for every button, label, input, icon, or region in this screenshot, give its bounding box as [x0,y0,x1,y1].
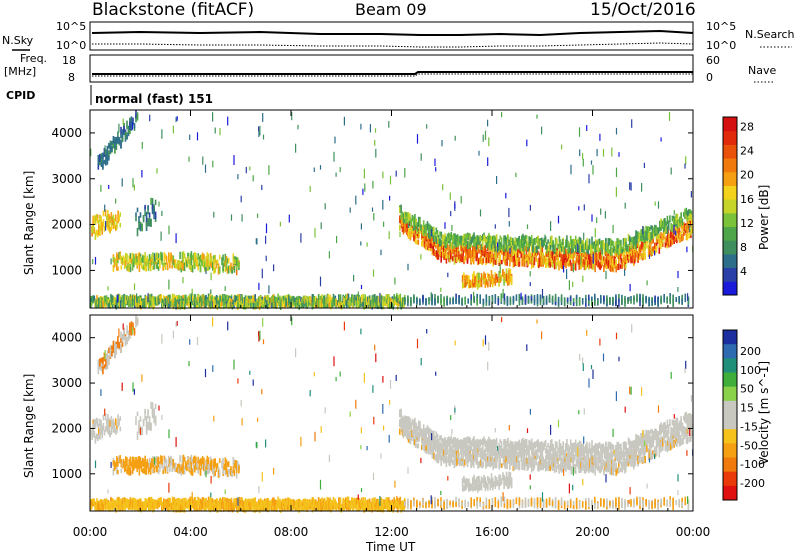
power-tick-label: 4 [740,265,747,278]
freq-tick-low: 8 [68,71,75,84]
range-axis-velocity: 1000 2000 3000 4000 [51,331,693,481]
time-tick-label: 08:00 [274,525,309,539]
noise-panel: N.Sky 10^5 10^0 10^5 10^0 N.Search [2,20,795,52]
power-tick-label: 20 [740,169,754,182]
power-color-step [723,240,737,255]
nave-label: Nave [748,64,776,77]
nsearch-tick-low: 10^0 [706,39,736,52]
velocity-color-step [723,344,737,359]
cpid-label: CPID [6,89,35,102]
power-color-step [723,185,737,200]
nave-line [92,73,693,77]
power-color-step [723,267,737,282]
nsky-line [91,29,694,37]
velocity-color-step [723,372,737,388]
nave-tick-high: 60 [706,54,720,67]
range-tick-label: 1000 [51,467,82,481]
velocity-tick-label: -100 [740,458,765,471]
power-tick-label: 28 [740,121,754,134]
power-color-step [723,130,737,145]
velocity-color-step [723,358,737,373]
power-scale-label: Power [dB] [757,185,771,250]
velocity-tick-label: -15 [740,420,758,433]
nsearch-label: N.Search [745,28,795,41]
velocity-tick-label: 200 [740,345,761,358]
nsky-tick-high: 10^5 [56,20,86,33]
power-color-step [723,171,737,186]
nave-tick-low: 0 [706,71,713,84]
range-tick-label: 2000 [51,421,82,435]
cpid-value: normal (fast) 151 [95,92,213,106]
range-label-power: Slant Range [km] [22,171,36,275]
range-label-velocity: Slant Range [km] [22,374,36,478]
velocity-tick-label: 50 [740,383,754,396]
velocity-color-step [723,429,737,444]
velocity-color-step [723,457,737,473]
velocity-color-step [723,485,737,501]
time-tick-label: 00:00 [676,525,711,539]
power-colorbar: 4 8 12 16 20 24 28 [722,116,754,296]
beam-title: Beam 09 [355,0,427,19]
time-tick-label: 04:00 [173,525,208,539]
velocity-tick-label: -200 [740,477,765,490]
velocity-color-step [723,443,737,458]
power-color-step [723,199,737,214]
velocity-tick-label: 100 [740,364,761,377]
power-color-step [723,212,737,228]
nsearch-line [92,42,694,48]
range-axis-power: 1000 2000 3000 4000 [51,126,693,277]
velocity-color-step [723,330,737,345]
nsky-tick-low: 10^0 [56,39,86,52]
freq-tick-high: 18 [62,54,76,67]
freq-label-1: Freq. [20,52,47,65]
freq-panel: Freq. [MHz] 18 8 60 0 Nave [4,52,776,84]
time-axis: 00:00 04:00 08:00 12:00 16:00 20:00 00:00 [73,110,711,539]
freq-line [92,71,693,75]
power-color-step [723,253,737,269]
time-tick-label: 16:00 [475,525,510,539]
velocity-tick-label: -50 [740,439,758,452]
range-tick-label: 3000 [51,376,82,390]
power-color-step [723,158,737,173]
range-tick-label: 2000 [51,218,82,232]
nsky-label: N.Sky [2,34,34,47]
time-tick-label: 00:00 [73,525,108,539]
velocity-panel [89,314,694,514]
power-color-step [723,281,737,296]
velocity-color-step [723,415,737,430]
power-color-step [723,144,737,159]
station-title: Blackstone (fitACF) [92,0,254,20]
range-tick-label: 1000 [51,263,82,277]
velocity-colorbar: 200 100 50 15 -15 -50 -100 -200 [722,329,765,501]
range-tick-label: 4000 [51,126,82,140]
power-color-step [723,226,737,241]
nsearch-tick-high: 10^5 [706,20,736,33]
power-tick-label: 12 [740,217,754,230]
power-color-step [723,117,737,132]
freq-label-2: [MHz] [4,65,36,78]
velocity-tick-label: 15 [740,402,754,415]
velocity-color-step [723,471,737,487]
range-tick-label: 4000 [51,331,82,345]
velocity-color-step [723,386,737,402]
power-tick-label: 24 [740,145,754,158]
time-tick-label: 20:00 [575,525,610,539]
power-tick-label: 8 [740,241,747,254]
range-tick-label: 3000 [51,172,82,186]
power-tick-label: 16 [740,193,754,206]
time-axis-label: Time UT [365,540,416,554]
velocity-color-step [723,400,737,416]
date-title: 15/Oct/2016 [590,0,696,20]
velocity-scale-label: Velocity [m s^-1] [757,361,771,465]
time-tick-label: 12:00 [374,525,409,539]
power-panel [89,109,694,311]
